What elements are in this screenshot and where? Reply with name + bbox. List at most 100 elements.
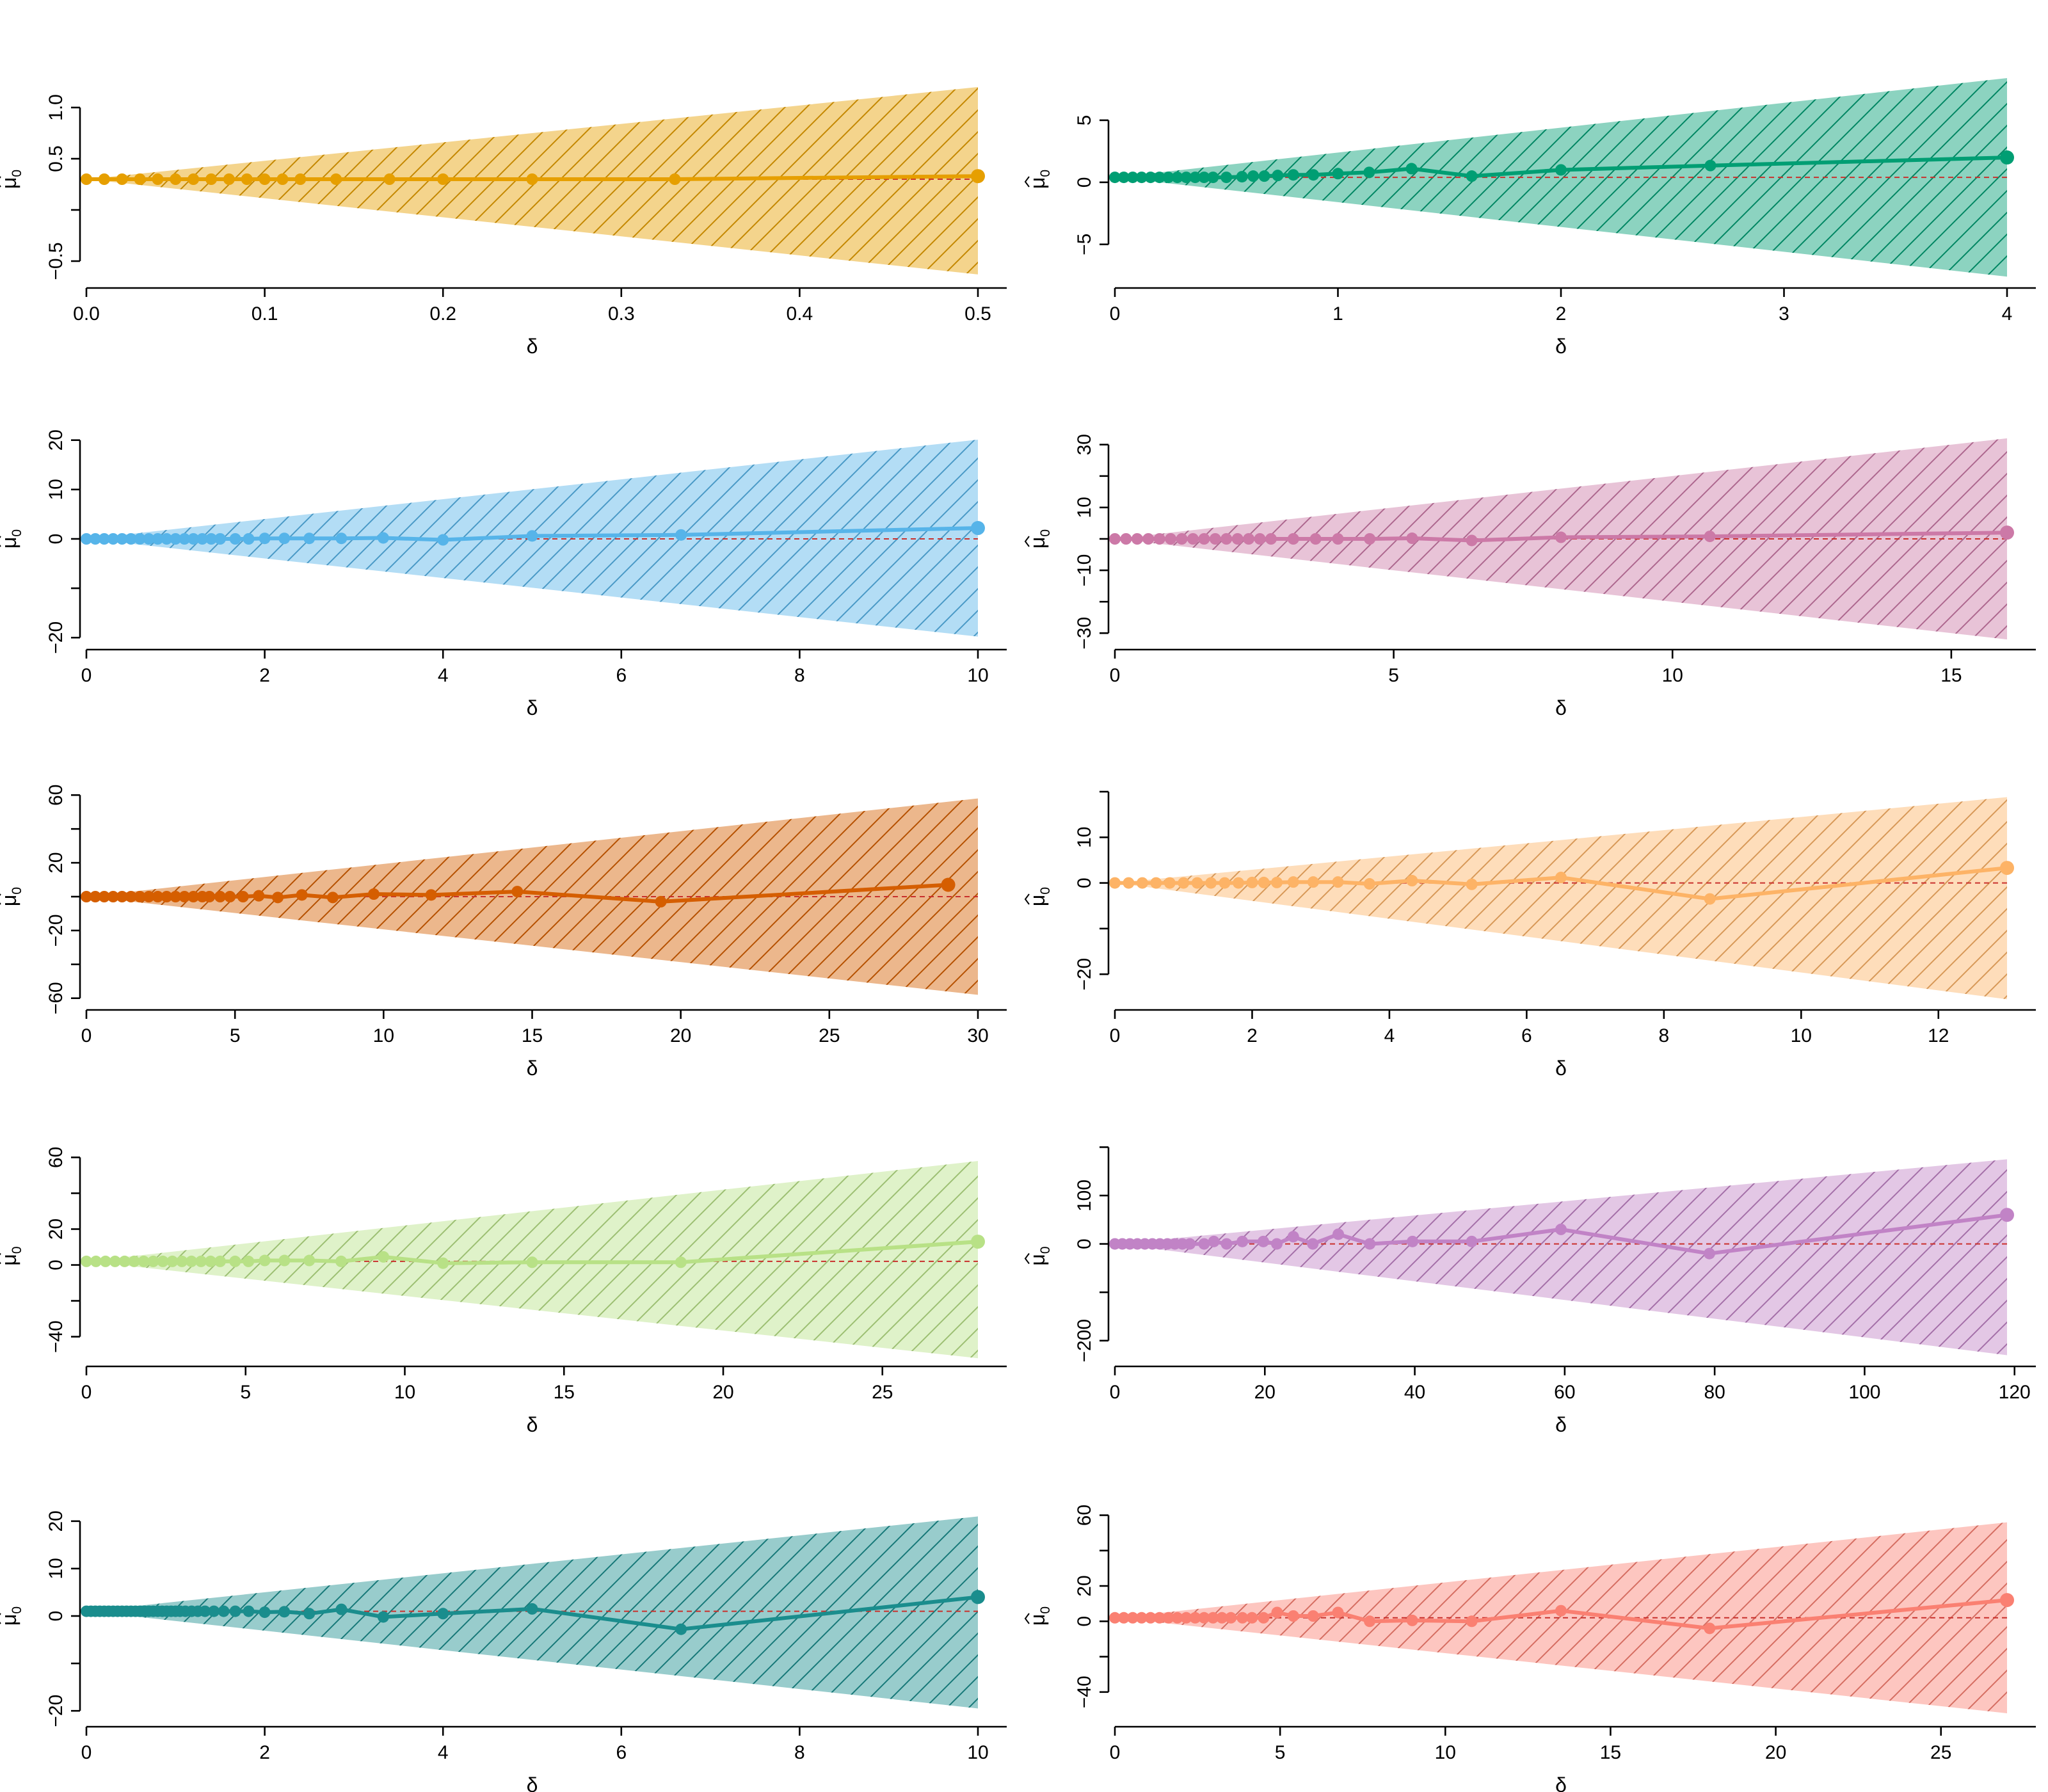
y-tick-label: 60 — [45, 1147, 67, 1168]
data-point — [326, 892, 339, 904]
data-point — [134, 173, 146, 185]
y-tick-label: 1.0 — [45, 94, 67, 121]
x-tick-label: 2 — [259, 1742, 270, 1763]
y-axis-label-subscript: 0 — [1038, 1246, 1053, 1254]
data-point — [655, 895, 667, 908]
data-point — [229, 533, 241, 545]
data-point — [147, 1255, 159, 1267]
data-point — [1332, 1606, 1344, 1619]
data-point — [214, 891, 226, 902]
x-axis-label-p9: δ — [527, 1773, 538, 1792]
hat-accent-icon — [1024, 1613, 1030, 1624]
data-point — [1271, 876, 1283, 888]
data-point — [1236, 1235, 1249, 1247]
data-point — [1704, 893, 1716, 905]
data-point — [116, 891, 128, 902]
data-point — [1247, 170, 1260, 182]
y-axis-label-mu: μ — [1026, 537, 1049, 548]
y-tick-label: 60 — [45, 785, 67, 806]
x-tick-label: 10 — [1662, 665, 1683, 686]
data-point — [1466, 1235, 1478, 1247]
data-point — [243, 1255, 255, 1267]
y-axis-label-p5: μ0 — [0, 887, 24, 906]
data-point — [98, 533, 110, 545]
data-point — [1189, 1612, 1201, 1624]
y-tick-label: 100 — [1074, 1180, 1095, 1212]
ci-band-p5 — [86, 798, 978, 995]
data-point — [1117, 172, 1130, 184]
x-tick-label: 25 — [1930, 1742, 1951, 1763]
data-point — [1466, 1615, 1478, 1628]
data-point — [188, 891, 200, 902]
x-tick-label: 25 — [819, 1025, 840, 1046]
data-point — [81, 173, 92, 185]
data-point — [99, 1255, 111, 1267]
y-tick-label: −0.5 — [45, 242, 67, 280]
x-tick-label: 5 — [240, 1382, 251, 1403]
data-point — [143, 891, 155, 902]
data-point — [1308, 169, 1320, 181]
y-tick-label: 30 — [1074, 434, 1095, 455]
x-tick-label: 6 — [616, 665, 627, 686]
data-point — [259, 1254, 271, 1267]
data-point — [1287, 876, 1299, 888]
data-point — [1307, 876, 1319, 888]
x-tick-label: 5 — [1275, 1742, 1286, 1763]
data-point — [526, 1603, 538, 1615]
x-axis-label-p4: δ — [1555, 696, 1567, 719]
y-tick-label: 0 — [45, 1611, 67, 1622]
data-point — [1164, 877, 1176, 889]
data-point — [294, 173, 307, 185]
y-axis-label-subscript: 0 — [10, 170, 24, 177]
x-axis-label-p2: δ — [1555, 335, 1567, 358]
data-point — [166, 1255, 179, 1267]
data-point — [161, 533, 173, 545]
data-point — [1363, 166, 1375, 179]
data-point — [107, 533, 119, 545]
data-point — [437, 173, 449, 185]
x-tick-label: 0.1 — [252, 303, 278, 324]
data-point — [152, 533, 164, 545]
data-point — [259, 173, 271, 185]
data-point — [125, 891, 137, 902]
data-point — [2000, 1208, 2014, 1222]
x-tick-label: 6 — [1521, 1025, 1532, 1046]
data-point — [1364, 1238, 1376, 1250]
ci-band-p2 — [1115, 77, 2007, 277]
data-point — [1220, 1238, 1233, 1250]
y-axis-label-p9: μ0 — [0, 1606, 24, 1626]
hat-accent-icon — [1024, 536, 1030, 547]
data-point — [243, 1605, 255, 1617]
data-point — [303, 1254, 316, 1267]
data-point — [1287, 169, 1299, 181]
y-axis-label-p8: μ0 — [1026, 1246, 1053, 1265]
y-tick-label: 0 — [1074, 877, 1095, 888]
x-tick-label: 4 — [1384, 1025, 1395, 1046]
x-tick-label: 10 — [1791, 1025, 1812, 1046]
y-tick-label: −5 — [1074, 234, 1095, 255]
hat-accent-icon — [1024, 1252, 1030, 1265]
data-point — [1332, 533, 1344, 545]
data-point — [1191, 877, 1203, 889]
data-point — [278, 532, 291, 545]
y-tick-label: −20 — [45, 1695, 67, 1727]
data-point — [134, 533, 146, 545]
data-point — [170, 533, 182, 545]
data-point — [335, 1255, 347, 1267]
data-point — [1162, 1612, 1174, 1624]
data-point — [1109, 172, 1121, 184]
y-axis-label-mu: μ — [1026, 1254, 1049, 1265]
y-tick-label: 20 — [45, 429, 67, 451]
x-axis-label-p8: δ — [1555, 1413, 1567, 1436]
x-tick-label: 0 — [81, 665, 92, 686]
data-point — [276, 173, 289, 185]
y-axis-label-p10: μ0 — [1026, 1606, 1053, 1626]
data-point — [1243, 533, 1255, 545]
data-point — [237, 891, 249, 902]
data-point — [1231, 533, 1244, 545]
data-point — [330, 173, 342, 185]
x-axis-label-p10: δ — [1555, 1773, 1567, 1792]
y-tick-label: 10 — [1074, 827, 1095, 848]
